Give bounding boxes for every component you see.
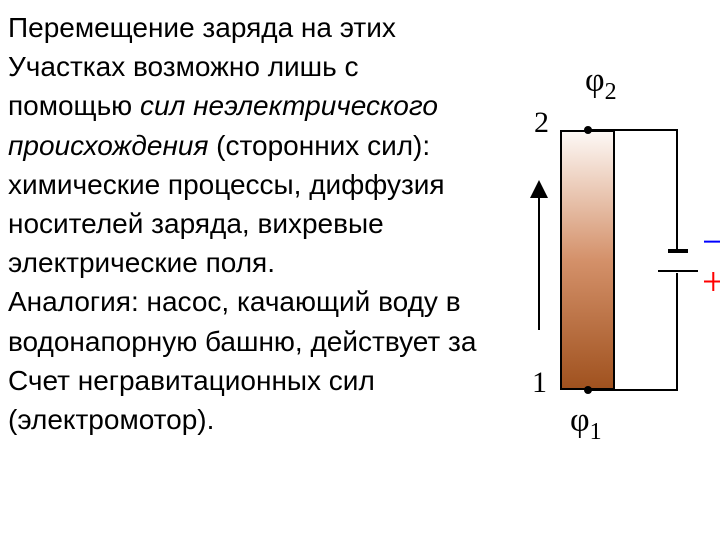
phi-symbol: φ — [585, 62, 605, 99]
text-line: (сторонних сил): — [208, 130, 430, 161]
wire-bottom-horizontal — [588, 389, 678, 391]
wire-bottom-vertical — [676, 273, 678, 391]
text-line: электрические поля. — [8, 247, 275, 278]
text-line: Участках возможно лишь с — [8, 51, 359, 82]
phi1-label: φ1 — [570, 402, 602, 446]
wire-top-vertical — [676, 129, 678, 249]
text-emphasis: происхождения — [8, 130, 208, 161]
node-number-2: 2 — [534, 106, 549, 140]
emf-long-plate — [658, 270, 698, 272]
emf-short-plate — [668, 249, 688, 253]
phi-symbol: φ — [570, 402, 590, 439]
current-arrow-head — [530, 180, 548, 198]
resistor-element — [560, 130, 615, 390]
circuit-diagram: φ2 2 φ1 1 − + — [510, 70, 710, 470]
plus-terminal: + — [702, 258, 720, 305]
phi-subscript: 2 — [605, 79, 617, 105]
resistor-gradient — [562, 132, 613, 388]
text-line: Счет негравитационных сил — [8, 365, 375, 396]
phi-subscript: 1 — [590, 419, 602, 445]
text-line: (электромотор). — [8, 404, 214, 435]
text-line: водонапорную башню, действует за — [8, 326, 476, 357]
physics-text-block: Перемещение заряда на этих Участках возм… — [8, 8, 518, 439]
text-line: помощью — [8, 90, 140, 121]
wire-top-horizontal — [588, 129, 678, 131]
node-number-1: 1 — [532, 366, 547, 400]
phi2-label: φ2 — [585, 62, 617, 106]
text-emphasis: сил неэлектрического — [140, 90, 438, 121]
text-line: Аналогия: насос, качающий воду в — [8, 286, 461, 317]
current-arrow-shaft — [538, 190, 540, 330]
text-line: химические процессы, диффузия — [8, 169, 445, 200]
text-line: носителей заряда, вихревые — [8, 208, 384, 239]
text-line: Перемещение заряда на этих — [8, 12, 396, 43]
